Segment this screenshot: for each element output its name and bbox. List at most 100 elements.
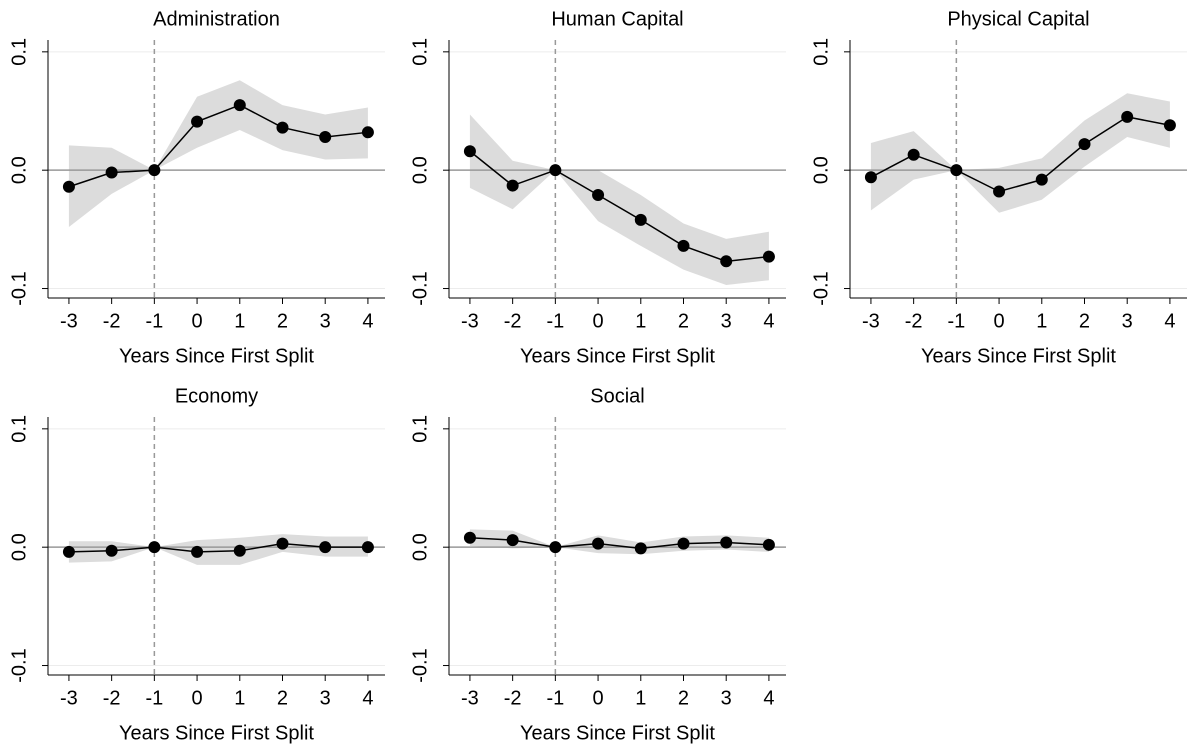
x-axis-label: Years Since First Split — [520, 722, 715, 744]
x-tick-label: -3 — [60, 310, 78, 332]
x-axis-label: Years Since First Split — [119, 722, 314, 744]
point — [463, 531, 476, 544]
point — [634, 542, 647, 555]
x-tick-label: 0 — [994, 310, 1005, 332]
point — [720, 255, 733, 268]
point — [191, 115, 204, 128]
point — [233, 99, 246, 112]
x-axis-label: Years Since First Split — [119, 345, 314, 367]
point — [634, 213, 647, 226]
series-line — [68, 542, 368, 553]
x-tick-label: -2 — [905, 310, 923, 332]
point — [148, 164, 161, 177]
x-tick-label: -2 — [504, 310, 522, 332]
point — [864, 171, 877, 184]
x-tick-label: 2 — [678, 310, 689, 332]
confidence-band — [68, 534, 368, 565]
point — [62, 545, 75, 558]
x-tick-label: 2 — [277, 687, 288, 709]
y-tick-label: -0.1 — [810, 271, 832, 305]
x-axis-label: Years Since First Split — [921, 345, 1116, 367]
point — [950, 164, 963, 177]
x-tick-label: -1 — [546, 687, 564, 709]
point — [319, 541, 332, 554]
x-tick-label: -1 — [145, 687, 163, 709]
point — [191, 545, 204, 558]
x-tick-label: 4 — [763, 310, 774, 332]
y-tick-label: 0.0 — [409, 533, 431, 561]
series-line — [469, 150, 769, 263]
point — [1163, 119, 1176, 132]
x-tick-label: 1 — [234, 310, 245, 332]
x-tick-label: -2 — [103, 310, 121, 332]
point — [233, 544, 246, 557]
x-tick-label: 3 — [320, 687, 331, 709]
panel-title: Administration — [153, 8, 280, 30]
x-tick-label: -1 — [947, 310, 965, 332]
x-tick-label: 1 — [635, 687, 646, 709]
x-tick-label: 1 — [234, 687, 245, 709]
point — [1035, 173, 1048, 186]
confidence-band — [870, 93, 1170, 213]
panel-title: Social — [590, 385, 644, 407]
x-tick-label: -3 — [60, 687, 78, 709]
series-line — [68, 104, 368, 188]
y-tick-label: -0.1 — [8, 271, 30, 305]
y-tick-label: 0.1 — [8, 38, 30, 66]
x-tick-label: 1 — [635, 310, 646, 332]
x-tick-label: 4 — [362, 310, 373, 332]
x-tick-label: 0 — [192, 310, 203, 332]
y-tick-label: 0.0 — [8, 533, 30, 561]
x-tick-label: 0 — [593, 687, 604, 709]
x-tick-label: -3 — [461, 310, 479, 332]
point — [677, 239, 690, 252]
confidence-band — [469, 529, 769, 555]
x-tick-label: 3 — [721, 687, 732, 709]
x-tick-label: 1 — [1036, 310, 1047, 332]
y-tick-label: 0.0 — [409, 156, 431, 184]
point — [720, 536, 733, 549]
panel-title: Human Capital — [551, 8, 683, 30]
x-tick-label: 4 — [763, 687, 774, 709]
point — [463, 145, 476, 158]
x-tick-label: 4 — [362, 687, 373, 709]
point — [62, 180, 75, 193]
point — [1078, 138, 1091, 151]
x-tick-label: -3 — [862, 310, 880, 332]
point — [276, 537, 289, 550]
series-line — [870, 116, 1171, 193]
point — [762, 538, 775, 551]
x-tick-label: 2 — [277, 310, 288, 332]
point — [907, 148, 920, 161]
y-tick-label: -0.1 — [409, 648, 431, 682]
x-tick-label: 3 — [1122, 310, 1133, 332]
x-tick-label: -3 — [461, 687, 479, 709]
point — [993, 185, 1006, 198]
point — [105, 544, 118, 557]
point — [361, 541, 374, 554]
panel-title: Economy — [175, 385, 258, 407]
x-tick-label: 2 — [678, 687, 689, 709]
x-tick-label: -2 — [504, 687, 522, 709]
point — [319, 131, 332, 144]
point — [1121, 110, 1134, 123]
y-tick-label: -0.1 — [8, 648, 30, 682]
point — [361, 126, 374, 139]
y-tick-label: 0.1 — [409, 415, 431, 443]
point — [677, 537, 690, 550]
point — [506, 179, 519, 192]
x-tick-label: 4 — [1164, 310, 1175, 332]
y-tick-label: 0.1 — [8, 415, 30, 443]
x-tick-label: 3 — [721, 310, 732, 332]
x-tick-label: -1 — [145, 310, 163, 332]
x-tick-label: -2 — [103, 687, 121, 709]
y-tick-label: 0.1 — [810, 38, 832, 66]
x-tick-label: 0 — [192, 687, 203, 709]
y-tick-label: 0.1 — [409, 38, 431, 66]
x-axis-label: Years Since First Split — [520, 345, 715, 367]
point — [549, 541, 562, 554]
x-tick-label: 2 — [1079, 310, 1090, 332]
point — [506, 534, 519, 547]
